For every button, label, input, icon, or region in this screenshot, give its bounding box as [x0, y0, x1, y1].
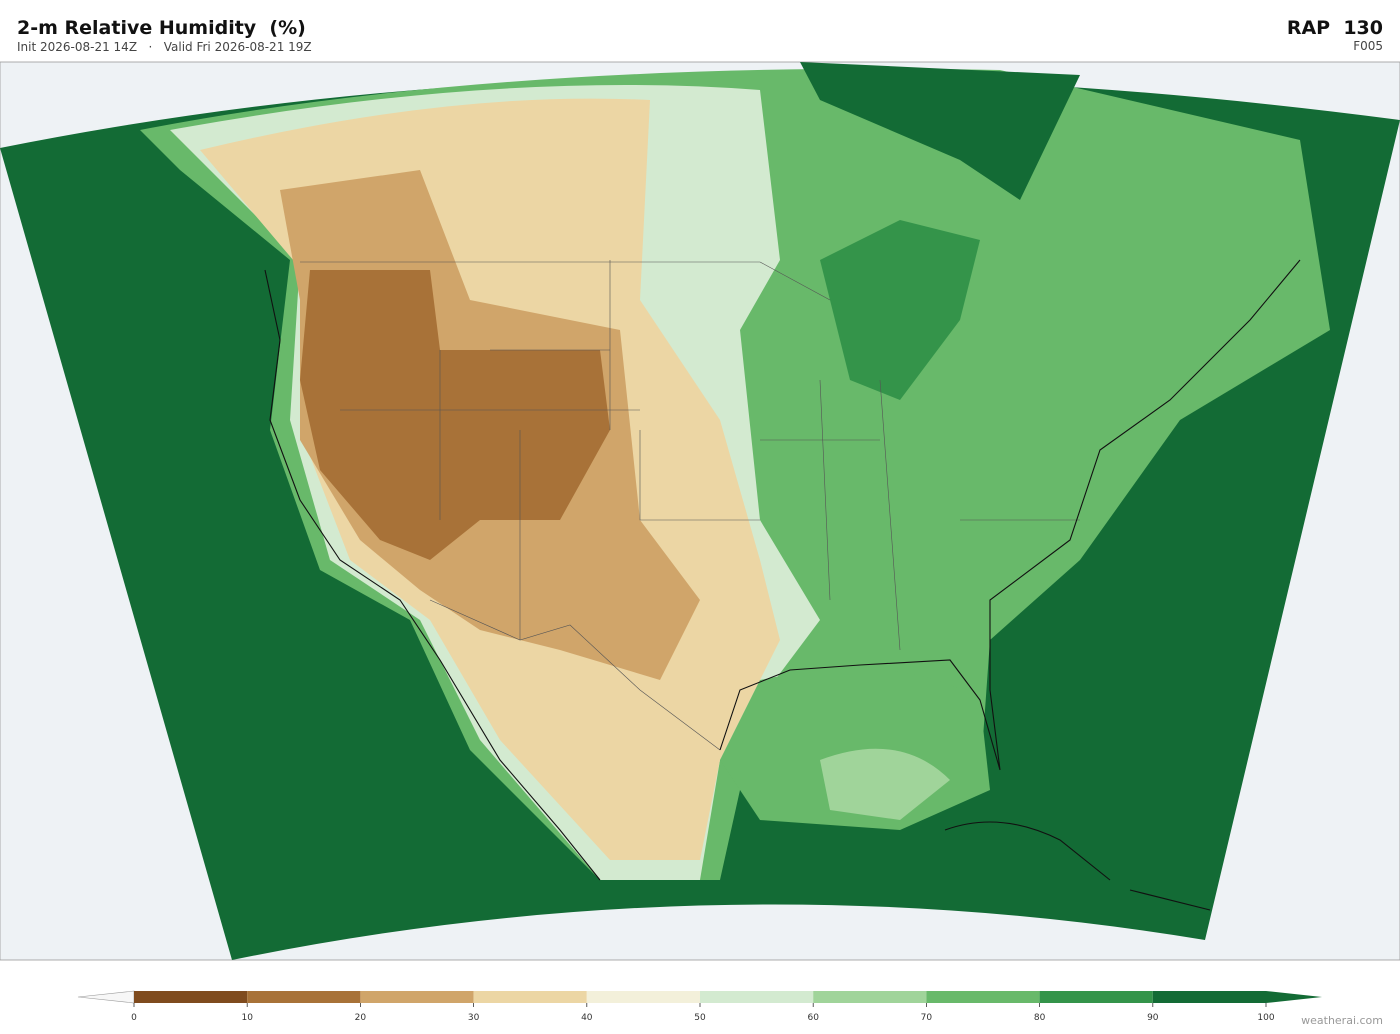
colorbar-bin — [926, 991, 1040, 1003]
colorbar-tick-label: 80 — [1034, 1013, 1046, 1023]
coastlines — [264, 259, 1301, 911]
colorbar-under — [77, 990, 135, 1004]
credit: weatherai.com — [1301, 1014, 1383, 1027]
colorbar-over — [1266, 991, 1322, 1003]
colorbar: 0 10 20 30 40 50 60 70 80 90 100 — [77, 990, 1322, 1023]
forecast-hour: F005 — [1353, 39, 1383, 53]
colorbar-bin — [586, 991, 700, 1003]
colorbar-tick-label: 70 — [921, 1013, 933, 1023]
colorbar-tick-label: 90 — [1147, 1013, 1159, 1023]
colorbar-bin — [134, 991, 248, 1003]
colorbar-bin — [360, 991, 474, 1003]
colorbar-bin — [247, 991, 361, 1003]
colorbar-tick-label: 0 — [131, 1013, 137, 1023]
colorbar-tick-label: 60 — [807, 1013, 819, 1023]
borders — [300, 260, 1080, 751]
colorbar-bin — [1039, 991, 1153, 1003]
colorbar-bin — [1152, 991, 1266, 1003]
map — [0, 61, 1400, 961]
title: 2-m Relative Humidity (%) — [17, 17, 306, 39]
canada-humid — [800, 62, 1080, 200]
colorbar-tick-label: 50 — [694, 1013, 706, 1023]
colorbar-tick-label: 100 — [1257, 1013, 1274, 1023]
model-label: RAP 130 — [1287, 17, 1383, 39]
land-arid — [300, 270, 610, 560]
subtitle: Init 2026-08-21 14Z · Valid Fri 2026-08-… — [17, 40, 312, 54]
colorbar-bin — [813, 991, 927, 1003]
colorbar-tick-label: 30 — [468, 1013, 480, 1023]
colorbar-tick-label: 20 — [355, 1013, 367, 1023]
colorbar-bin — [473, 991, 587, 1003]
colorbar-tick-label: 40 — [581, 1013, 593, 1023]
colorbar-tick-label: 10 — [241, 1013, 253, 1023]
colorbar-bin — [700, 991, 814, 1003]
gulf-center — [820, 748, 950, 820]
lakes-humid — [820, 220, 980, 400]
